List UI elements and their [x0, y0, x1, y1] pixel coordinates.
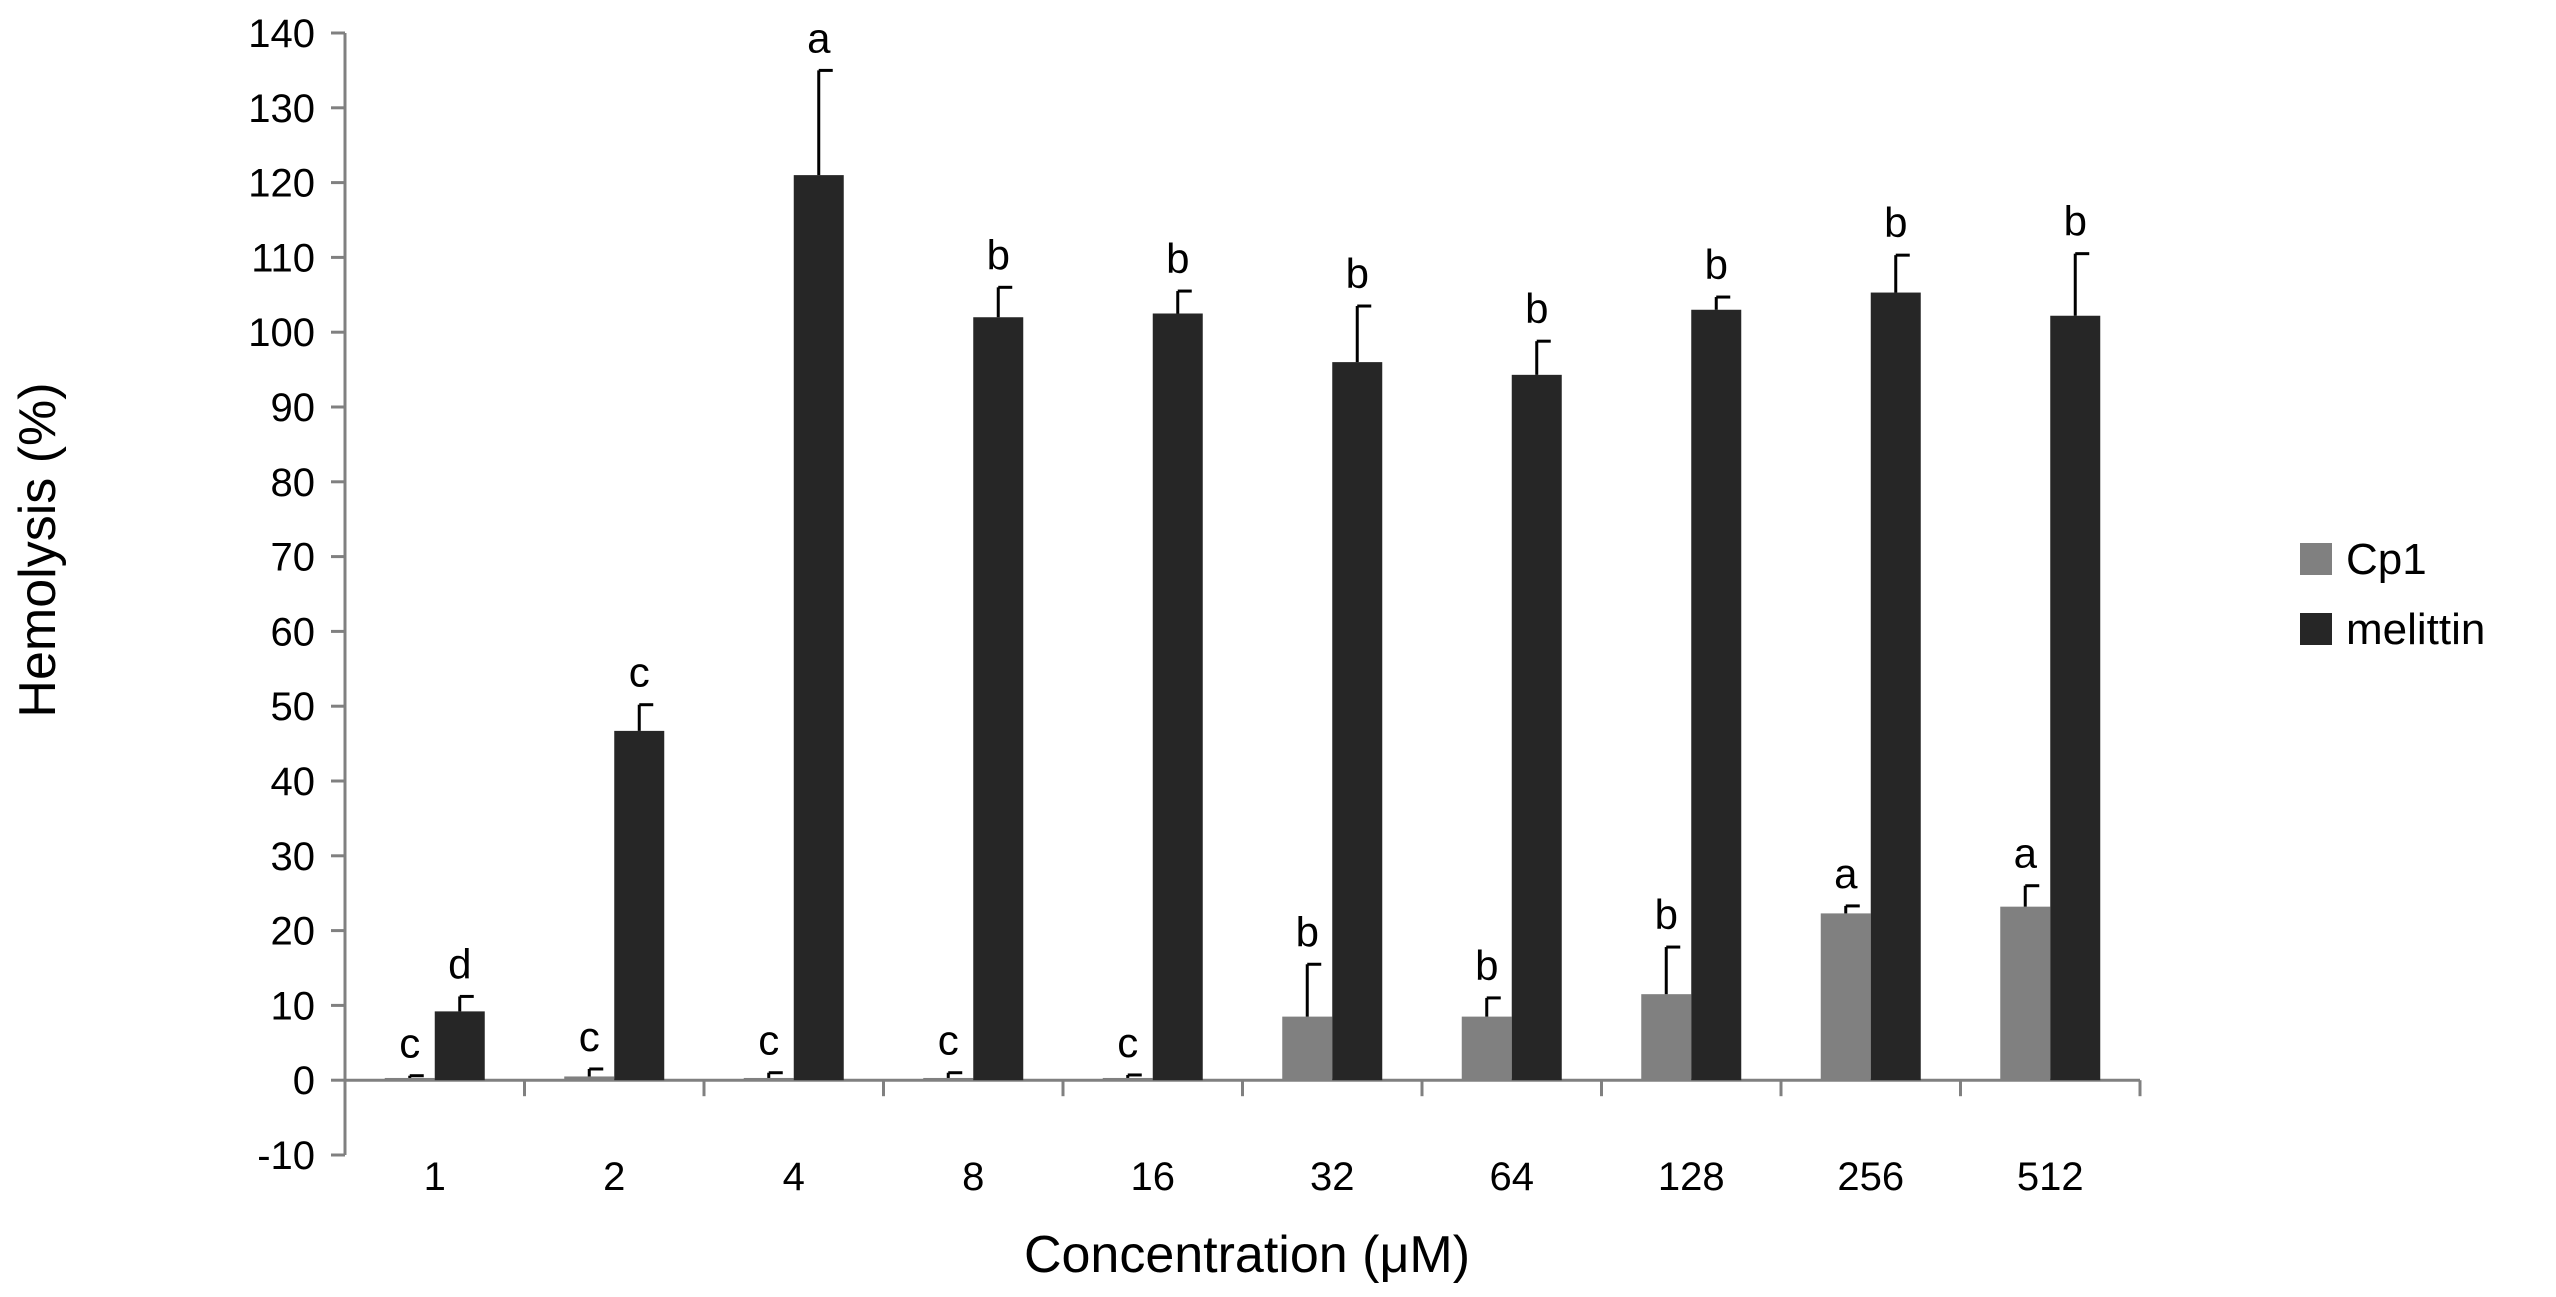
y-tick-label: 120	[248, 162, 315, 206]
significance-letter: b	[1346, 250, 1369, 297]
bar-cp1	[564, 1076, 615, 1081]
bar-cp1	[743, 1077, 794, 1081]
y-tick-label: -10	[257, 1134, 315, 1178]
legend-swatch-cp1	[2300, 543, 2332, 575]
bar-melittin	[2050, 315, 2101, 1081]
y-tick-label: 40	[271, 760, 316, 804]
bar-melittin	[1691, 309, 1742, 1081]
bar-cp1	[384, 1077, 435, 1081]
y-tick-label: 30	[271, 835, 316, 879]
x-tick-label: 16	[1131, 1155, 1176, 1199]
bar-cp1	[2000, 906, 2051, 1081]
bar-cp1	[1282, 1016, 1333, 1081]
y-tick-label: 130	[248, 87, 315, 131]
x-axis-title: Concentration (μM)	[1024, 1226, 1470, 1284]
bar-melittin	[1152, 313, 1203, 1081]
y-tick-label: 60	[271, 610, 316, 654]
bar-melittin	[973, 317, 1024, 1081]
bar-cp1	[1641, 994, 1692, 1081]
significance-letter: c	[629, 649, 650, 696]
x-tick-label: 64	[1490, 1155, 1535, 1199]
significance-letter: a	[2014, 830, 2038, 877]
bar-melittin	[1332, 362, 1383, 1081]
significance-letter: c	[579, 1013, 600, 1060]
x-axis: 1 2 4 8 16 32 64 128 256 512	[343, 1078, 2142, 1199]
y-tick-label: 20	[271, 910, 316, 954]
y-tick-label: 140	[248, 12, 315, 56]
y-tick-label: 0	[293, 1059, 315, 1103]
y-tick-label: 50	[271, 685, 316, 729]
bar-melittin	[614, 730, 665, 1081]
x-tick-label: 2	[603, 1155, 625, 1199]
x-tick-label: 1	[424, 1155, 446, 1199]
x-tick-label: 128	[1658, 1155, 1725, 1199]
significance-letter: b	[1166, 235, 1189, 282]
legend-label-cp1: Cp1	[2346, 535, 2427, 584]
legend: Cp1 melittin	[2300, 535, 2485, 654]
bar-cp1	[1461, 1016, 1512, 1081]
y-axis-title: Hemolysis (%)	[9, 382, 67, 717]
significance-letter: c	[1117, 1019, 1138, 1066]
significance-letter: b	[1525, 285, 1548, 332]
significance-letter: b	[1475, 942, 1498, 989]
x-tick-label: 512	[2017, 1155, 2084, 1199]
legend-swatch-melittin	[2300, 613, 2332, 645]
significance-letter: b	[2064, 198, 2087, 245]
bar-melittin	[1511, 374, 1562, 1081]
significance-letter: a	[807, 14, 831, 61]
x-tick-label: 32	[1310, 1155, 1355, 1199]
y-tick-label: 10	[271, 984, 316, 1028]
bar-melittin	[1870, 292, 1921, 1081]
bars-group	[384, 175, 2101, 1081]
bar-cp1	[1820, 913, 1871, 1081]
y-tick-label: 110	[251, 236, 315, 280]
y-tick-label: 70	[271, 536, 316, 580]
bar-cp1	[1102, 1077, 1153, 1081]
y-axis: -10 0 10 20 30 40 50 60 70 80 90 100 110 120 130 140	[248, 12, 347, 1178]
bar-melittin	[434, 1011, 485, 1081]
significance-letter: d	[448, 940, 471, 987]
significance-letter: b	[1884, 199, 1907, 246]
y-tick-label: 90	[271, 386, 316, 430]
bar-melittin	[793, 175, 844, 1081]
error-bars-group	[408, 68, 2090, 1078]
significance-letter: b	[987, 231, 1010, 278]
significance-letter: b	[1705, 241, 1728, 288]
significance-letter: c	[399, 1020, 420, 1067]
x-tick-label: 4	[783, 1155, 805, 1199]
legend-label-melittin: melittin	[2346, 605, 2485, 654]
significance-letter: a	[1834, 850, 1858, 897]
significance-letter: b	[1296, 908, 1319, 955]
bar-cp1	[923, 1077, 974, 1081]
y-tick-label: 100	[248, 311, 315, 355]
x-tick-label: 256	[1837, 1155, 1904, 1199]
significance-letter: c	[938, 1017, 959, 1064]
y-tick-label: 80	[271, 461, 316, 505]
significance-letter: c	[758, 1017, 779, 1064]
x-tick-label: 8	[962, 1155, 984, 1199]
significance-letter: b	[1655, 891, 1678, 938]
